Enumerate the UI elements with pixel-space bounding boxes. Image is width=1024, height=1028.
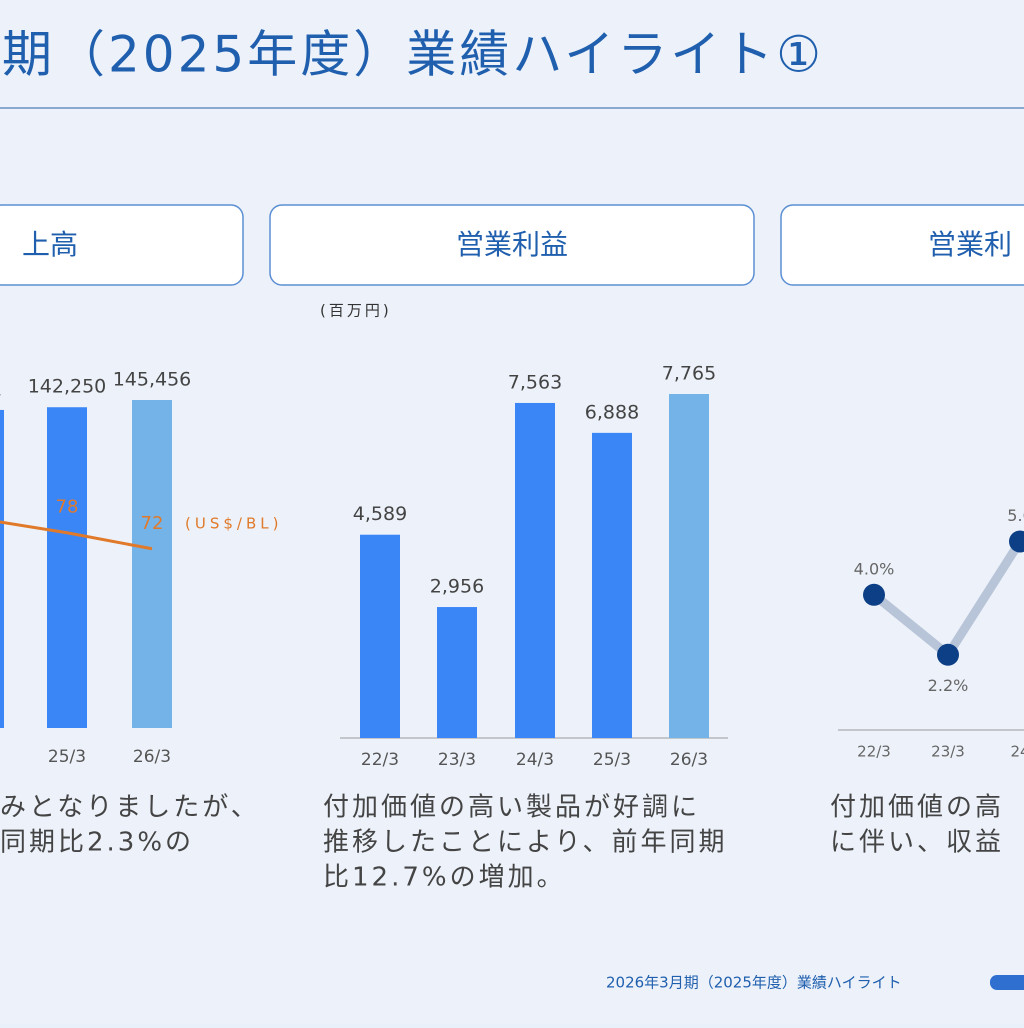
- value-label: 4,589: [353, 503, 407, 525]
- value-label: 4.0%: [854, 559, 895, 578]
- footer-text: 2026年3月期（2025年度）業績ハイライト: [606, 974, 902, 992]
- oil-line-lead: [0, 520, 68, 535]
- line-value-label: 78: [56, 497, 79, 518]
- x-tick-label: 22/3: [857, 743, 891, 761]
- bar: [669, 394, 709, 738]
- panel-header-box: [0, 204, 244, 286]
- value-label: 7,563: [508, 371, 562, 393]
- panel-header-box: [780, 204, 1024, 286]
- line-value-label: 72: [141, 513, 164, 534]
- value-label: 6,888: [585, 401, 639, 423]
- panel-title: 営業利益: [456, 228, 568, 261]
- x-tick-label: 22/3: [361, 750, 399, 770]
- bar: [360, 534, 400, 738]
- panel-title: 営業利: [928, 228, 1012, 261]
- value-label: 2.2%: [928, 676, 969, 695]
- x-tick-label: 23/3: [438, 750, 476, 770]
- x-tick-label: 25/3: [48, 747, 86, 767]
- bar: [0, 409, 4, 728]
- bar: [47, 407, 87, 728]
- oil-line: [66, 531, 153, 551]
- bar: [515, 402, 555, 738]
- line-legend: (US$/BL): [185, 515, 282, 533]
- x-tick-label: 24/3: [516, 750, 554, 770]
- body-text: みとなりましたが、: [0, 793, 260, 823]
- body-text: 推移したことにより、前年同期: [323, 828, 727, 858]
- value-label: 051: [0, 378, 2, 400]
- footer-pill: [990, 975, 1024, 990]
- x-tick-label: 24: [1010, 743, 1024, 761]
- slide-title: 期（2025年度）業績ハイライト①: [2, 26, 824, 84]
- value-label: 7,765: [662, 363, 716, 385]
- bar: [592, 432, 632, 738]
- x-tick-label: 26/3: [133, 747, 171, 767]
- value-label: 2,956: [430, 576, 484, 598]
- x-tick-label: 26/3: [670, 750, 708, 770]
- body-text: 付加価値の高い製品が好調に: [323, 793, 700, 823]
- body-text: 付加価値の高: [830, 793, 1004, 823]
- marker: [1009, 530, 1024, 553]
- body-text: 同期比2.3%の: [0, 828, 194, 858]
- value-label: 145,456: [113, 369, 192, 391]
- marker: [863, 583, 885, 606]
- bar: [132, 400, 172, 728]
- marker: [937, 643, 959, 666]
- body-text: 比12.7%の増加。: [323, 863, 566, 893]
- value-label: 142,250: [28, 376, 107, 398]
- x-tick-label: 23/3: [931, 743, 965, 761]
- panel-header-box: [269, 204, 755, 286]
- body-text: に伴い、収益: [830, 828, 1004, 858]
- unit-label: (百万円): [320, 302, 392, 320]
- x-tick-label: 25/3: [593, 750, 631, 770]
- panel-title: 上高: [22, 228, 78, 261]
- value-label: 5.6: [1007, 506, 1024, 525]
- bar: [437, 607, 477, 738]
